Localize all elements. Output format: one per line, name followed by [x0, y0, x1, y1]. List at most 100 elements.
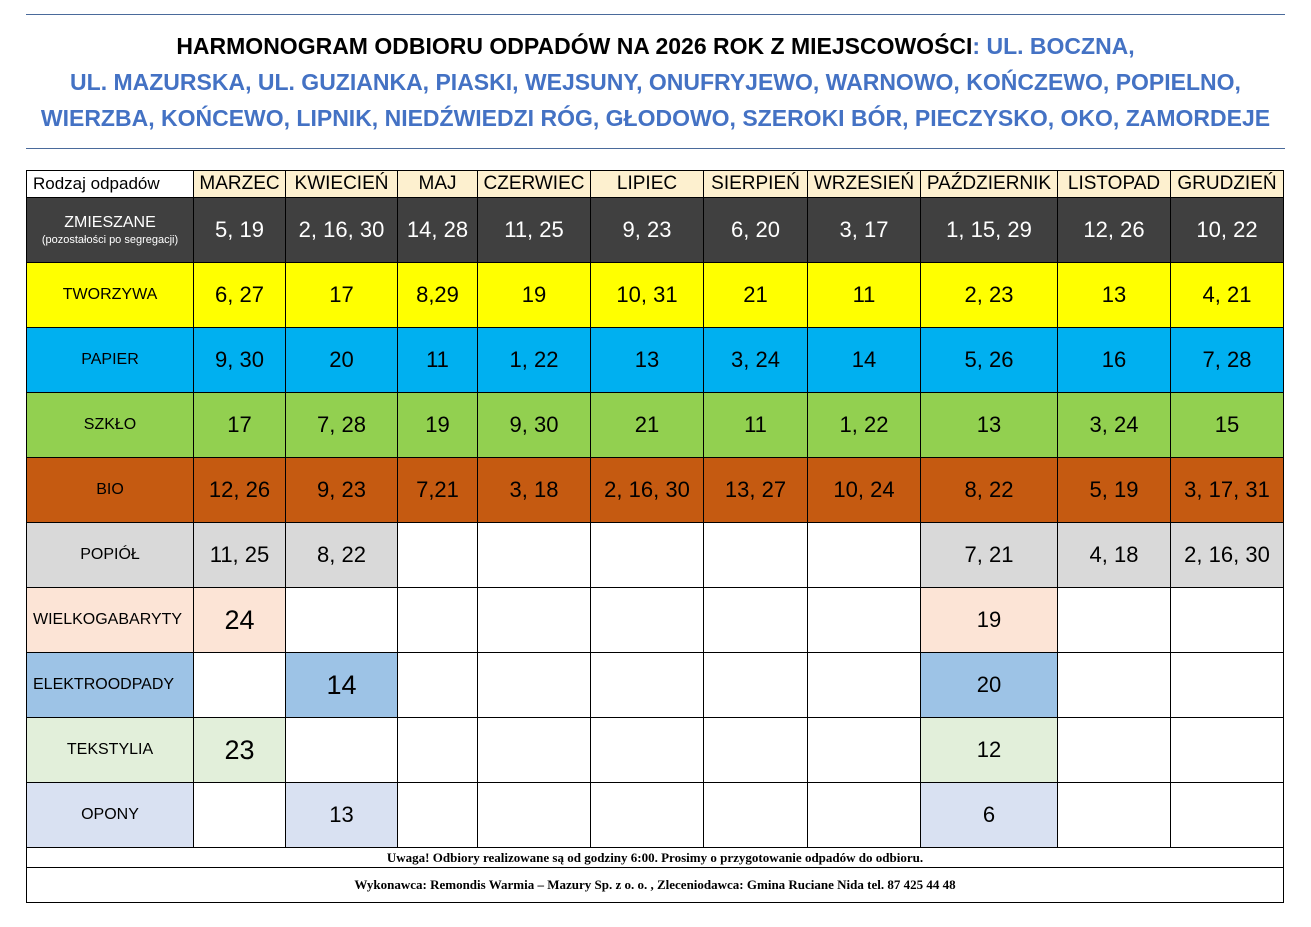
pickup-dates-cell: 12, 26	[1057, 197, 1171, 263]
waste-row: SZKŁO 17 7, 28 19 9, 30 21 11 1, 22 13 3, 24 15	[26, 392, 1284, 458]
pickup-dates-cell: 6, 20	[703, 197, 808, 263]
footer-contractor-row: Wykonawca: Remondis Warmia – Mazury Sp. …	[26, 867, 1284, 903]
month-header: CZERWIEC	[477, 170, 591, 198]
pickup-dates-cell	[285, 717, 398, 783]
footer-note-row: Uwaga! Odbiory realizowane są od godziny…	[26, 847, 1284, 868]
month-header: LISTOPAD	[1057, 170, 1171, 198]
waste-type-label: POPIÓŁ	[26, 522, 194, 588]
pickup-dates-cell: 9, 23	[285, 457, 398, 523]
pickup-dates-cell: 23	[193, 717, 286, 783]
pickup-dates-cell: 6	[920, 782, 1058, 848]
pickup-dates-cell: 8, 22	[920, 457, 1058, 523]
pickup-dates-cell	[193, 652, 286, 718]
waste-type-label: ELEKTROODPADY	[26, 652, 194, 718]
month-header: KWIECIEŃ	[285, 170, 398, 198]
pickup-dates-cell: 17	[285, 262, 398, 328]
pickup-dates-cell: 11	[703, 392, 808, 458]
pickup-dates-cell: 4, 21	[1170, 262, 1284, 328]
pickup-dates-cell: 21	[590, 392, 704, 458]
pickup-dates-cell: 16	[1057, 327, 1171, 393]
pickup-dates-cell	[590, 717, 704, 783]
pickup-dates-cell: 10, 22	[1170, 197, 1284, 263]
waste-type-name: TEKSTYLIA	[66, 741, 154, 758]
waste-type-label: WIELKOGABARYTY	[26, 587, 194, 653]
pickup-dates-cell: 19	[397, 392, 478, 458]
pickup-dates-cell: 3, 24	[703, 327, 808, 393]
waste-type-name: PAPIER	[81, 351, 139, 368]
waste-type-label: TWORZYWA	[26, 262, 194, 328]
pickup-dates-cell	[285, 587, 398, 653]
pickup-dates-cell	[703, 652, 808, 718]
waste-type-name: ZMIESZANE	[64, 214, 156, 231]
pickup-dates-cell: 2, 16, 30	[1170, 522, 1284, 588]
pickup-dates-cell: 9, 30	[477, 392, 591, 458]
page-title: HARMONOGRAM ODBIORU ODPADÓW NA 2026 ROK …	[26, 28, 1285, 64]
waste-type-sublabel: (pozostałości po segregacji)	[41, 234, 179, 246]
pickup-dates-cell: 2, 23	[920, 262, 1058, 328]
pickup-dates-cell	[1057, 652, 1171, 718]
waste-row: BIO 12, 26 9, 23 7,21 3, 18 2, 16, 30 13, 27 10…	[26, 457, 1284, 523]
pickup-dates-cell: 7,21	[397, 457, 478, 523]
pickup-dates-cell: 21	[703, 262, 808, 328]
pickup-dates-cell: 5, 26	[920, 327, 1058, 393]
waste-type-name: ELEKTROODPADY	[33, 676, 175, 693]
waste-type-label: SZKŁO	[26, 392, 194, 458]
pickup-dates-cell	[1057, 717, 1171, 783]
pickup-dates-cell: 1, 15, 29	[920, 197, 1058, 263]
pickup-dates-cell: 5, 19	[193, 197, 286, 263]
pickup-dates-cell: 14	[807, 327, 921, 393]
waste-row: ZMIESZANE (pozostałości po segregacji) 5, …	[26, 197, 1284, 263]
pickup-dates-cell: 12	[920, 717, 1058, 783]
month-header: GRUDZIEŃ	[1170, 170, 1284, 198]
waste-row: WIELKOGABARYTY 24 19	[26, 587, 1284, 653]
month-header: LIPIEC	[590, 170, 704, 198]
pickup-dates-cell: 13	[285, 782, 398, 848]
pickup-dates-cell: 7, 28	[285, 392, 398, 458]
pickup-dates-cell: 13	[590, 327, 704, 393]
month-header: MAJ	[397, 170, 478, 198]
pickup-dates-cell	[477, 782, 591, 848]
month-header: PAŹDZIERNIK	[920, 170, 1058, 198]
pickup-dates-cell: 15	[1170, 392, 1284, 458]
pickup-dates-cell: 11	[397, 327, 478, 393]
pickup-dates-cell: 3, 17, 31	[1170, 457, 1284, 523]
waste-type-label: ZMIESZANE (pozostałości po segregacji)	[26, 197, 194, 263]
pickup-dates-cell: 7, 21	[920, 522, 1058, 588]
pickup-dates-cell	[590, 522, 704, 588]
waste-type-name: SZKŁO	[83, 416, 137, 433]
waste-row: PAPIER 9, 30 20 11 1, 22 13 3, 24 14 5, 26 16 7, 2…	[26, 327, 1284, 393]
pickup-dates-cell: 20	[920, 652, 1058, 718]
waste-type-label: BIO	[26, 457, 194, 523]
waste-type-name: BIO	[96, 481, 124, 498]
pickup-dates-cell	[807, 717, 921, 783]
waste-row: ELEKTROODPADY 14 20	[26, 652, 1284, 718]
pickup-dates-cell	[193, 782, 286, 848]
pickup-dates-cell	[1057, 587, 1171, 653]
waste-type-label: PAPIER	[26, 327, 194, 393]
pickup-dates-cell: 20	[285, 327, 398, 393]
waste-row: POPIÓŁ 11, 25 8, 22 7, 21 4, 18 2, 16, 30	[26, 522, 1284, 588]
pickup-dates-cell	[477, 652, 591, 718]
pickup-dates-cell: 8, 22	[285, 522, 398, 588]
pickup-dates-cell	[397, 652, 478, 718]
waste-row: TWORZYWA 6, 27 17 8,29 19 10, 31 21 11 2, 23 13 4,…	[26, 262, 1284, 328]
pickup-dates-cell: 13	[1057, 262, 1171, 328]
pickup-dates-cell	[590, 782, 704, 848]
waste-type-name: TWORZYWA	[62, 286, 158, 303]
pickup-dates-cell	[477, 717, 591, 783]
pickup-dates-cell: 1, 22	[807, 392, 921, 458]
pickup-dates-cell: 11, 25	[477, 197, 591, 263]
pickup-dates-cell: 10, 31	[590, 262, 704, 328]
pickup-dates-cell	[807, 782, 921, 848]
waste-type-label: TEKSTYLIA	[26, 717, 194, 783]
pickup-dates-cell	[1170, 652, 1284, 718]
pickup-dates-cell: 14	[285, 652, 398, 718]
pickup-dates-cell: 3, 18	[477, 457, 591, 523]
pickup-dates-cell: 9, 30	[193, 327, 286, 393]
pickup-dates-cell	[703, 717, 808, 783]
pickup-dates-cell	[397, 782, 478, 848]
pickup-dates-cell: 10, 24	[807, 457, 921, 523]
pickup-dates-cell	[397, 717, 478, 783]
pickup-dates-cell: 3, 24	[1057, 392, 1171, 458]
pickup-dates-cell: 7, 28	[1170, 327, 1284, 393]
